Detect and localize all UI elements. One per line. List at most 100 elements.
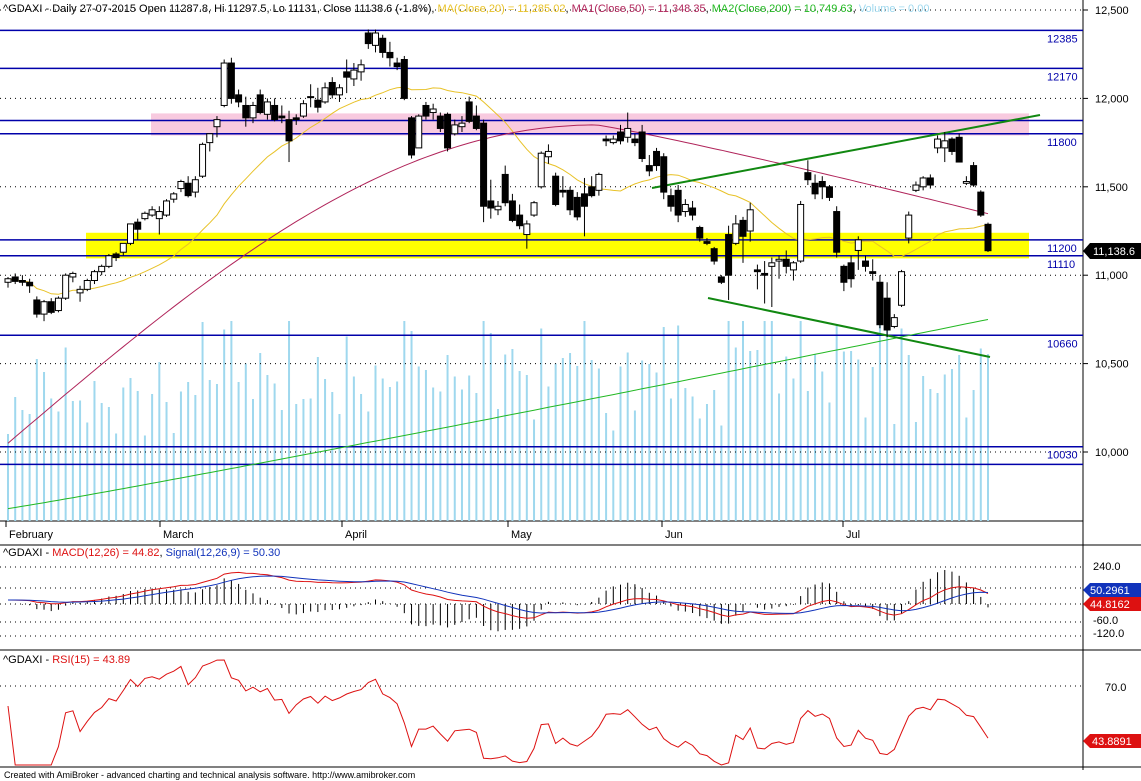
candle-down — [825, 186, 833, 198]
candle-up — [213, 119, 221, 128]
ma200-label: MA2(Close,200) = 10,749.63 — [712, 3, 853, 15]
candle-up — [530, 202, 538, 216]
candle-down — [134, 221, 142, 230]
candle-down — [508, 200, 516, 221]
candle-up — [69, 272, 77, 278]
ma50-line — [7, 124, 989, 444]
level-label: 11110 — [1047, 259, 1075, 271]
candle-down — [948, 138, 956, 152]
candle-down — [761, 272, 769, 276]
candle-down — [970, 165, 978, 186]
level-label: 12385 — [1047, 33, 1078, 45]
candle-up — [595, 173, 603, 191]
level-label: 11800 — [1047, 137, 1077, 149]
candle-down — [516, 214, 524, 227]
candle-down — [580, 193, 588, 207]
candle-down — [804, 172, 812, 181]
candle-up — [249, 104, 257, 119]
candle-up — [54, 297, 62, 312]
candle-down — [444, 113, 452, 149]
candle-down — [977, 191, 985, 216]
ma20-line — [7, 86, 989, 295]
macd-signal-marker: 50.2961 — [1083, 583, 1141, 597]
candle-down — [436, 115, 444, 129]
candle-down — [242, 104, 250, 119]
candle-down — [472, 115, 480, 129]
candle-up — [350, 69, 358, 80]
candle-down — [566, 189, 574, 211]
candle-up — [415, 115, 423, 149]
candle-down — [112, 253, 120, 259]
candle-up — [941, 140, 949, 149]
candle-down — [782, 258, 790, 267]
level-label: 10660 — [1047, 338, 1078, 350]
candle-up — [609, 138, 617, 144]
candle-down — [328, 81, 336, 96]
rsi-line — [7, 659, 989, 766]
candle-down — [725, 234, 733, 276]
candle-up — [90, 271, 98, 282]
candle-down — [645, 165, 653, 172]
candle-down — [559, 189, 567, 193]
candle-down — [710, 248, 718, 262]
candle-up — [76, 288, 84, 294]
candle-up — [83, 280, 91, 290]
candle-down — [753, 269, 761, 273]
candle-down — [256, 94, 264, 114]
rsi-value-marker: 43.8891 — [1083, 734, 1141, 748]
price-tick-label: 10,500 — [1095, 359, 1129, 371]
candle-down — [314, 99, 322, 108]
candle-up — [263, 101, 271, 115]
candle-up — [919, 177, 927, 188]
candle-up — [789, 262, 797, 271]
ma50-label: MA1(Close,50) = 11,348.35 — [572, 3, 706, 15]
candle-up — [912, 184, 920, 191]
macd-header: ^GDAXI - MACD(12,26) = 44.82, Signal(12,… — [3, 547, 280, 559]
high-value: Hi 11297.5 — [214, 3, 266, 15]
period: Daily — [52, 3, 77, 15]
candle-up — [372, 32, 379, 46]
candle-up — [494, 205, 502, 211]
candle-up — [746, 209, 754, 232]
candle-down — [480, 122, 488, 207]
candle-down — [717, 276, 725, 283]
candle-up — [199, 143, 207, 177]
candle-up — [299, 103, 307, 117]
candle-down — [285, 119, 293, 142]
candle-down — [343, 71, 351, 78]
candle-down — [386, 51, 394, 59]
month-label: February — [9, 529, 54, 541]
signal-line — [8, 575, 989, 614]
candle-down — [11, 276, 19, 282]
month-label: April — [345, 529, 367, 541]
price-tick-label: 12,500 — [1095, 5, 1129, 17]
candle-down — [840, 265, 848, 283]
month-label: Jul — [846, 529, 860, 541]
month-label: March — [163, 529, 194, 541]
candle-down — [739, 219, 747, 237]
candle-down — [660, 156, 668, 193]
candle-down — [400, 59, 408, 99]
candle-up — [220, 62, 228, 106]
signal-label: Signal(12,26,9) = 50.30 — [166, 547, 281, 559]
candle-up — [155, 211, 163, 220]
candle-down — [33, 299, 41, 315]
candle-down — [631, 138, 639, 144]
candle-down — [47, 301, 55, 313]
candle-up — [321, 87, 329, 103]
open-value: Open 11287.8 — [139, 3, 208, 15]
macd-value-box: 44.8162 — [1090, 599, 1130, 611]
candle-up — [141, 212, 149, 220]
rsi-label: RSI(15) = 43.89 — [52, 654, 130, 666]
candle-down — [235, 94, 243, 103]
date: 27-07-2015 — [80, 3, 136, 15]
macd-label: MACD(12,26) = 44.82 — [52, 547, 159, 559]
candle-down — [227, 62, 235, 99]
candle-down — [696, 226, 704, 239]
candle-up — [854, 239, 862, 251]
candle-down — [465, 101, 473, 122]
candle-down — [689, 207, 697, 216]
candle-up — [451, 124, 459, 135]
candle-down — [833, 211, 841, 253]
